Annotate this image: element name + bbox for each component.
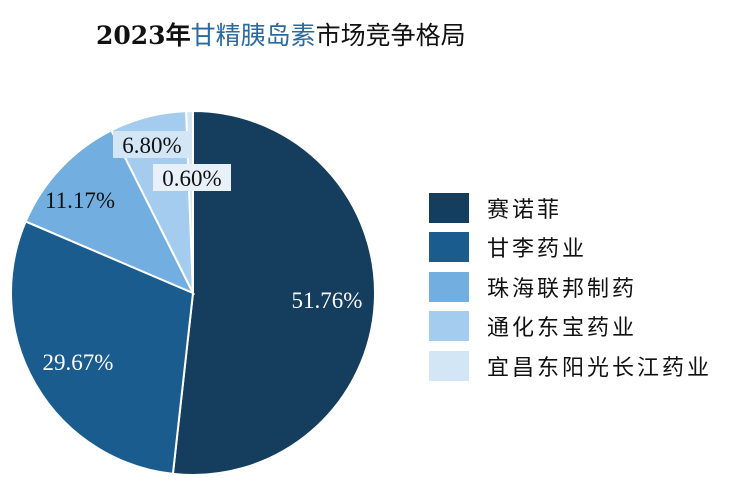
legend-item: 珠海联邦制药 <box>429 267 712 307</box>
data-label-bg <box>153 164 231 191</box>
pie-slice-2 <box>10 220 195 475</box>
legend-swatch <box>429 232 469 263</box>
legend-item: 宜昌东阳光长江药业 <box>429 346 712 386</box>
legend-label: 甘李药业 <box>487 237 588 263</box>
data-label: 0.60% <box>162 166 221 191</box>
legend: 赛诺菲甘李药业珠海联邦制药 通化东宝药业宜昌东阳光长江药业 <box>429 188 712 386</box>
legend-swatch <box>429 311 469 342</box>
legend-label: 宜昌东阳光长江药业 <box>487 355 713 381</box>
legend-item: 赛诺菲 <box>429 188 712 228</box>
legend-label: 通化东宝药业 <box>487 316 638 342</box>
pie-slice-1 <box>171 109 376 476</box>
data-label: 29.67% <box>43 350 114 375</box>
data-label: 6.80% <box>122 133 181 158</box>
data-label-bg <box>113 131 191 158</box>
chart-title: 2023年甘精胰岛素市场竞争格局 <box>96 16 466 52</box>
title-rest: 市场竞争格局 <box>315 21 466 50</box>
legend-swatch <box>429 271 469 302</box>
data-label: 11.17% <box>45 188 115 213</box>
legend-item: 甘李药业 <box>429 228 712 268</box>
legend-label: 赛诺菲 <box>487 197 563 223</box>
legend-swatch <box>429 350 469 381</box>
pie-slice-3 <box>24 128 196 295</box>
data-label: 51.76% <box>292 288 363 313</box>
legend-label: 珠海联邦制药 <box>487 276 638 302</box>
title-year: 2023年 <box>96 21 191 50</box>
legend-item: 通化东宝药业 <box>429 307 712 347</box>
title-highlight: 甘精胰岛素 <box>190 21 316 50</box>
legend-swatch <box>429 192 469 223</box>
